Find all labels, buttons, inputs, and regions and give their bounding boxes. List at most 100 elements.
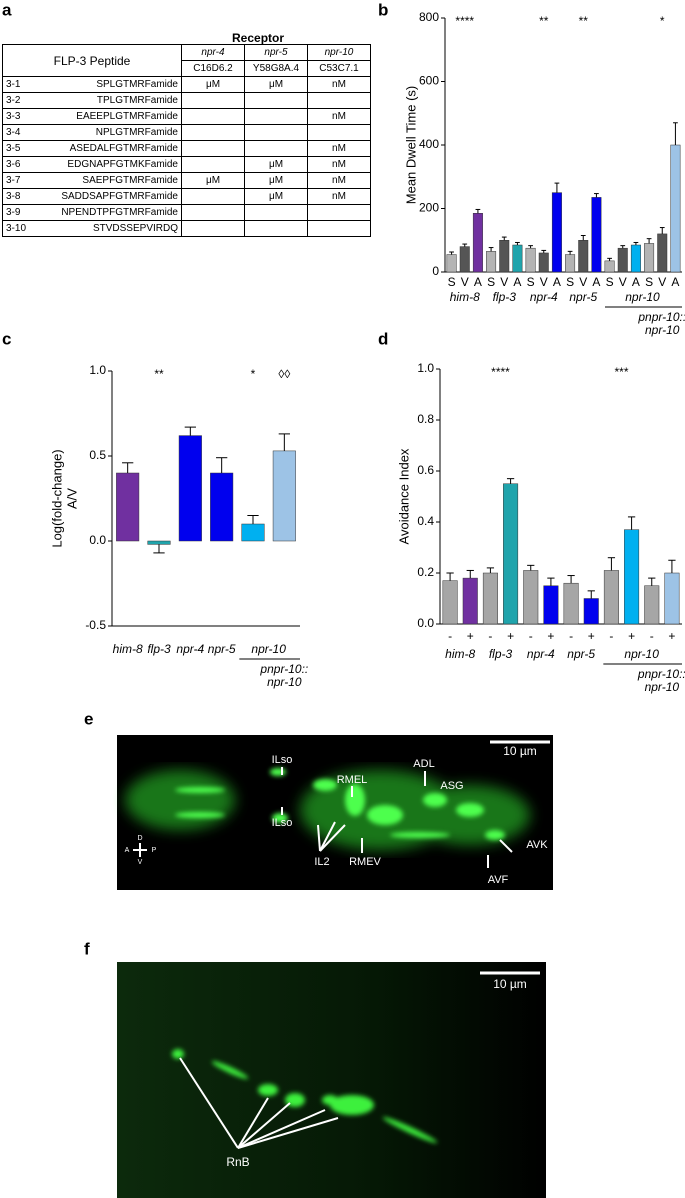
x-tick-label: V (461, 275, 469, 289)
table-cell: nM (307, 188, 371, 205)
table-cell: SAEPFGTMRFamide (34, 172, 183, 189)
panel-letter: e (84, 709, 93, 728)
image-label: ADL (413, 758, 434, 770)
group-label: npr-10 (645, 680, 680, 694)
table-cell (181, 204, 245, 221)
x-tick-label: S (448, 275, 456, 289)
micrograph-f: RnB 10 µm (117, 962, 546, 1198)
x-tick-label: + (668, 629, 675, 643)
x-tick-label: + (628, 629, 635, 643)
bar (442, 580, 458, 625)
table-cell (181, 124, 245, 141)
bar (512, 244, 523, 273)
y-axis-label: Log(fold-change) (49, 449, 64, 547)
table-cell: 3-2 (2, 92, 35, 109)
table-cell (307, 220, 371, 237)
x-tick-label: - (569, 629, 573, 643)
image-label: RnB (226, 1155, 249, 1169)
y-tick-label: 0.8 (417, 412, 434, 426)
x-tick-label: V (579, 275, 587, 289)
table-cell (181, 108, 245, 125)
y-tick-label: 0.0 (417, 616, 434, 630)
bar (644, 243, 655, 273)
significance-label: ** (579, 14, 589, 28)
y-tick-label: 800 (419, 10, 439, 24)
table-cell (307, 92, 371, 109)
table-cell: npr-5 (244, 44, 308, 61)
table-cell: 3-5 (2, 140, 35, 157)
image-label: AVF (488, 874, 509, 886)
panel-letter: b (378, 0, 388, 19)
table-row: 3-4 NPLGTMRFamide (2, 124, 371, 141)
table-row: C16D6.2 Y58G8A.4 C53C7.1 (3, 60, 371, 77)
bar (446, 254, 457, 273)
compass-label: A (125, 847, 130, 854)
x-tick-label: S (527, 275, 535, 289)
bar (272, 450, 296, 542)
table-row: 3-5 ASEDALFGTMRFamide nM (2, 140, 371, 157)
panel-letter: a (2, 0, 12, 19)
group-label: npr-10 (251, 642, 286, 656)
y-tick-label: 1.0 (417, 361, 434, 375)
compass-label: P (152, 847, 157, 854)
x-tick-label: + (547, 629, 554, 643)
bar (591, 197, 602, 273)
group-label: npr-5 (567, 647, 595, 661)
table-row: 3-8 SADDSAPFGTMRFamide μM nM (2, 188, 371, 205)
table-cell: 3-7 (2, 172, 35, 189)
table-cell: 3-1 (2, 76, 35, 93)
compass-label: V (138, 859, 143, 866)
group-label: npr-10 (624, 647, 659, 661)
panel-letter: f (84, 939, 90, 958)
bar (472, 213, 483, 273)
y-axis-label: Mean Dwell Time (s) (403, 86, 418, 204)
group-label: flp-3 (493, 290, 517, 304)
x-tick-label: V (540, 275, 548, 289)
group-label: npr-4 (530, 290, 558, 304)
table-cell: nM (307, 108, 371, 125)
bar (657, 233, 668, 273)
image-label: ASG (440, 780, 463, 792)
table-cell: C16D6.2 (181, 60, 245, 77)
bar (551, 192, 562, 273)
receptor-table: FLP-3 Peptide npr-4 npr-5 npr-10 C16D6.2 Y58G… (2, 44, 371, 237)
y-tick-label: 0.5 (89, 448, 106, 462)
bar (624, 529, 640, 625)
bar (644, 585, 660, 625)
image-label: RMEL (337, 774, 368, 786)
table-cell (244, 92, 308, 109)
table-cell: nM (307, 140, 371, 157)
table-cell: μM (244, 76, 308, 93)
image-label: ILso (272, 817, 293, 829)
table-cell: μM (181, 172, 245, 189)
x-tick-label: - (609, 629, 613, 643)
table-row: 3-1 SPLGTMRFamide μM μM nM (2, 76, 371, 93)
x-tick-label: A (553, 275, 561, 289)
table-cell (181, 156, 245, 173)
table-cell (244, 220, 308, 237)
group-label: flp-3 (147, 642, 171, 656)
y-tick-label: 0 (432, 264, 439, 278)
table-row: 3-3 EAEEPLGTMRFamide nM (2, 108, 371, 125)
bar (462, 577, 478, 625)
scale-label: 10 µm (503, 744, 537, 758)
significance-label: * (660, 14, 665, 28)
table-cell: EDGNAPFGTMKFamide (34, 156, 183, 173)
x-tick-label: - (650, 629, 654, 643)
x-tick-label: A (513, 275, 521, 289)
bar (670, 144, 681, 273)
group-label: him-8 (450, 290, 480, 304)
significance-label: *** (614, 365, 628, 379)
table-cell (244, 124, 308, 141)
y-tick-label: 1.0 (89, 363, 106, 377)
bar (583, 598, 599, 625)
significance-label: **** (455, 14, 474, 28)
table-cell: μM (244, 188, 308, 205)
bar (578, 240, 589, 273)
x-tick-label: A (592, 275, 600, 289)
x-tick-label: S (487, 275, 495, 289)
table-cell: μM (244, 172, 308, 189)
y-axis-label: Avoidance Index (396, 448, 411, 544)
significance-label: ◊◊ (278, 367, 290, 381)
